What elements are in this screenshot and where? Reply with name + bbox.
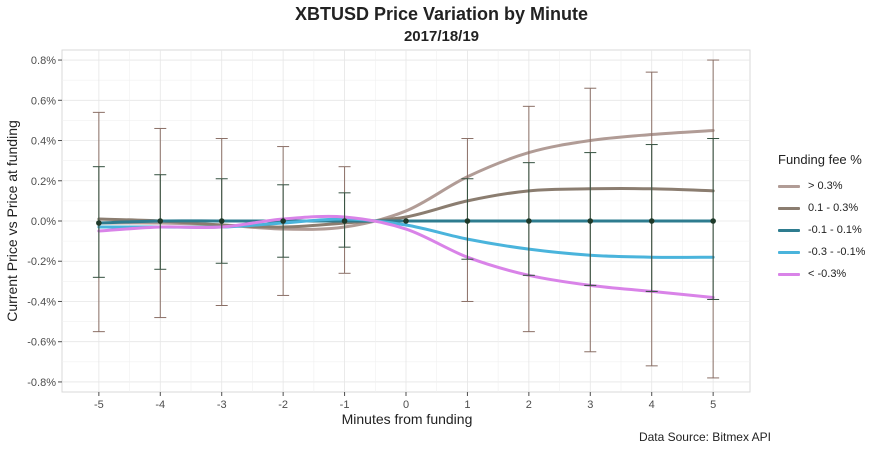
legend: Funding fee % > 0.3% 0.1 - 0.3% -0.1 - 0.1… [778,152,865,285]
series-line [97,187,715,229]
legend-swatch [778,228,800,232]
data-point [526,218,532,224]
legend-swatch [778,250,800,254]
chart-title: XBTUSD Price Variation by Minute [294,4,589,24]
data-point [464,218,471,224]
y-axis-title: Current Price vs Price at funding [4,120,20,322]
x-tick-label: 1 [464,399,470,411]
x-tick-label: 0 [403,399,409,411]
x-tick-label: -1 [340,399,350,411]
series-line [97,214,715,299]
x-tick-label: 5 [710,399,716,411]
legend-title: Funding fee % [778,152,862,167]
y-tick-label: -0.2% [27,256,56,268]
legend-item: > 0.3% [778,175,865,197]
x-tick-label: -4 [155,399,165,411]
legend-label: > 0.3% [808,180,843,192]
legend-item: < -0.3% [778,263,865,285]
y-tick-label: -0.6% [27,337,56,349]
legend-swatch [778,206,800,210]
x-axis-title: Minutes from funding [342,411,473,427]
legend-label: -0.3 - -0.1% [808,246,866,258]
y-tick-label: 0.4% [31,136,56,148]
y-tick-label: -0.4% [27,296,56,308]
legend-label: < -0.3% [808,268,847,280]
x-tick-label: -3 [217,399,227,411]
data-point [157,218,164,224]
data-point [341,218,348,224]
y-tick-label: 0.0% [31,216,56,228]
y-tick-label: -0.8% [27,377,56,389]
y-tick-label: 0.8% [31,55,56,67]
y-tick-label: 0.6% [31,95,56,107]
x-axis-ticks: -5 -4 -3 -2 -1 0 1 2 3 4 5 [94,392,716,411]
data-source-caption: Data Source: Bitmex API [638,430,771,444]
x-tick-label: 2 [526,399,532,411]
x-tick-label: 3 [587,399,593,411]
legend-item: -0.1 - 0.1% [778,219,865,241]
y-axis-ticks: -0.8% -0.6% -0.4% -0.2% 0.0% 0.2% 0.4% 0.6% 0.8% [27,55,62,389]
legend-item: 0.1 - 0.3% [778,197,865,219]
legend-swatch [778,272,800,276]
x-tick-label: 4 [649,399,655,411]
chart-subtitle: 2017/18/19 [403,28,480,45]
data-points [96,218,716,226]
data-point [710,218,716,224]
data-point [403,218,409,224]
legend-label: -0.1 - 0.1% [808,224,862,236]
data-point [587,218,594,224]
data-point [96,220,102,226]
x-tick-label: -5 [94,399,104,411]
legend-items: > 0.3% 0.1 - 0.3% -0.1 - 0.1% -0.3 - -0.1% <… [778,175,865,285]
x-tick-label: -2 [278,399,288,411]
data-point [218,218,225,224]
legend-label: 0.1 - 0.3% [808,202,859,214]
data-point [280,218,286,224]
legend-item: -0.3 - -0.1% [778,241,865,263]
legend-swatch [778,184,800,188]
y-tick-label: 0.2% [31,176,56,188]
data-point [648,218,655,224]
